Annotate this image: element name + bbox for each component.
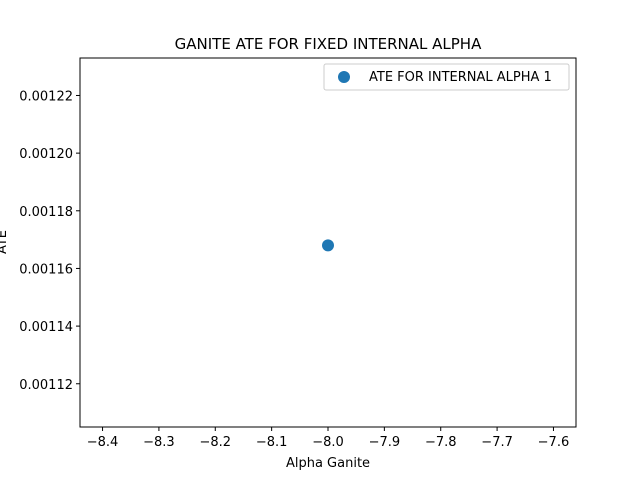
- x-tick-label: −7.9: [369, 435, 401, 450]
- x-axis-ticks: −8.4 −8.3 −8.2 −8.1 −8.0 −7.9 −7.8 −7.7 −7.6: [87, 427, 569, 450]
- x-tick-label: −7.6: [538, 435, 570, 450]
- plot-frame: [79, 57, 577, 428]
- y-tick-label: 0.00118: [19, 205, 73, 220]
- legend-frame: [323, 63, 570, 91]
- x-tick-label: −8.0: [312, 435, 344, 450]
- x-tick-label: −8.4: [87, 435, 119, 450]
- x-axis-label: Alpha Ganite: [286, 456, 370, 471]
- data-points: [322, 239, 334, 252]
- x-tick-label: −8.2: [199, 435, 231, 450]
- x-tick-label: −8.3: [143, 435, 175, 450]
- data-point: [322, 239, 334, 252]
- chart-title: GANITE ATE FOR FIXED INTERNAL ALPHA: [175, 35, 482, 53]
- y-axis-label: ATE: [0, 230, 10, 254]
- y-axis-ticks: 0.00112 0.00114 0.00116 0.00118 0.00120 0.001…: [19, 89, 80, 393]
- legend-label: ATE FOR INTERNAL ALPHA 1: [369, 70, 552, 85]
- y-tick-label: 0.00122: [19, 89, 73, 104]
- legend: ATE FOR INTERNAL ALPHA 1: [323, 63, 570, 91]
- x-tick-label: −7.7: [481, 435, 513, 450]
- x-tick-label: −8.1: [256, 435, 288, 450]
- x-tick-label: −7.8: [425, 435, 457, 450]
- y-tick-label: 0.00116: [19, 262, 73, 277]
- legend-marker: [338, 71, 350, 83]
- y-tick-label: 0.00112: [19, 378, 73, 393]
- y-tick-label: 0.00114: [19, 320, 73, 335]
- y-tick-label: 0.00120: [19, 147, 73, 162]
